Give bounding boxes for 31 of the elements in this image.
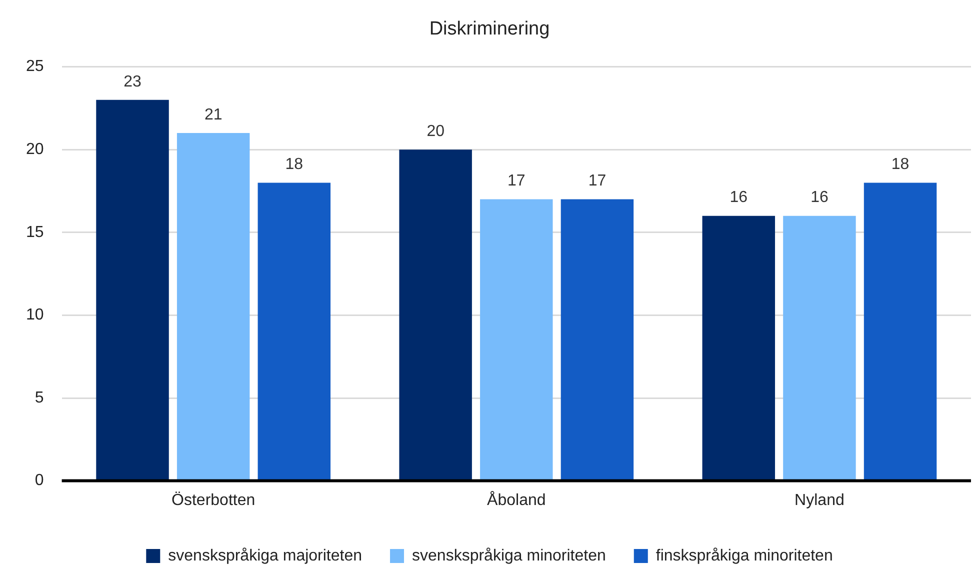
legend-label: finskspråkiga minoriteten <box>656 547 833 564</box>
y-tick-label: 15 <box>26 224 44 241</box>
y-tick-label: 25 <box>26 58 44 76</box>
data-label: 17 <box>588 172 606 190</box>
data-label: 20 <box>426 123 445 140</box>
legend-label: svenskspråkiga minoriteten <box>412 547 606 564</box>
data-label: 18 <box>891 156 910 174</box>
legend-label: svenskspråkiga majoriteten <box>168 547 362 564</box>
bar <box>258 182 331 480</box>
data-label: 18 <box>285 156 304 174</box>
data-label: 16 <box>810 189 828 206</box>
y-tick-label: 5 <box>34 389 44 406</box>
x-tick-label: Åboland <box>487 490 546 509</box>
x-tick-label: Nyland <box>794 492 844 509</box>
bar <box>783 216 856 480</box>
data-label: 23 <box>124 73 142 90</box>
bar <box>176 133 250 480</box>
y-tick-label: 10 <box>26 306 44 324</box>
data-label: 17 <box>508 172 526 190</box>
bar <box>480 199 553 480</box>
bar <box>864 182 937 480</box>
bar <box>96 100 169 480</box>
bar <box>702 216 776 480</box>
data-label: 16 <box>730 189 748 206</box>
y-tick-label: 0 <box>34 472 44 490</box>
y-tick-label: 20 <box>26 141 44 158</box>
bar <box>560 199 634 480</box>
bar <box>399 150 472 480</box>
data-label: 21 <box>204 106 222 124</box>
x-tick-label: Österbotten <box>172 490 256 509</box>
chart-title: Diskriminering <box>429 18 550 40</box>
